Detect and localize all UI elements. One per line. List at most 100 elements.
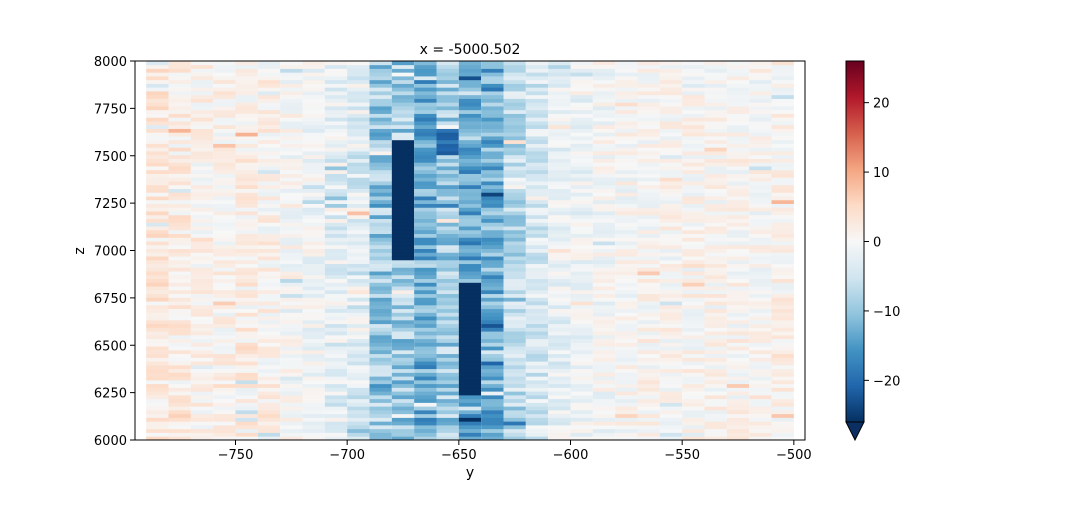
- heatmap-cell: [726, 203, 750, 208]
- heatmap-cell: [391, 68, 415, 73]
- heatmap-cell: [726, 214, 750, 220]
- heatmap-cell: [615, 139, 638, 144]
- heatmap-cell: [592, 357, 616, 362]
- heatmap-cell: [637, 124, 660, 129]
- heatmap-cell: [369, 406, 392, 411]
- heatmap-cell: [436, 436, 459, 441]
- heatmap-cell: [615, 274, 638, 280]
- colorbar-tick-label: 20: [873, 97, 890, 112]
- heatmap-cell: [615, 413, 638, 418]
- heatmap-cell: [414, 241, 437, 246]
- heatmap-cell: [257, 338, 281, 343]
- heatmap-cell: [503, 252, 526, 257]
- heatmap-cell: [146, 214, 169, 220]
- heatmap-cell: [235, 394, 258, 400]
- heatmap-cell: [168, 147, 191, 152]
- heatmap-cell: [525, 372, 549, 377]
- heatmap-cell: [324, 147, 348, 152]
- heatmap-cell: [749, 383, 772, 388]
- heatmap-cell: [347, 94, 370, 99]
- heatmap-cell: [659, 248, 683, 253]
- heatmap-cell: [592, 229, 616, 235]
- heatmap-cell: [280, 136, 303, 141]
- heatmap-cell: [324, 357, 348, 362]
- heatmap-cell: [414, 297, 437, 302]
- heatmap-cell: [525, 346, 549, 351]
- heatmap-cell: [280, 106, 303, 111]
- heatmap-cell: [436, 154, 459, 159]
- heatmap-cell: [637, 188, 660, 193]
- heatmap-cell: [213, 237, 236, 242]
- heatmap-cell: [280, 379, 303, 385]
- heatmap-cell: [213, 147, 236, 152]
- heatmap-cell: [458, 98, 482, 103]
- heatmap-cell: [704, 331, 727, 336]
- heatmap-cell: [592, 424, 616, 430]
- heatmap-cell: [726, 139, 750, 144]
- heatmap-cell: [637, 136, 660, 141]
- heatmap-cell: [324, 312, 348, 317]
- heatmap-cell: [347, 406, 370, 411]
- heatmap-cell: [458, 323, 482, 328]
- heatmap-cell: [749, 267, 772, 272]
- heatmap-cell: [637, 334, 660, 340]
- heatmap-cell: [615, 304, 638, 310]
- heatmap-cell: [213, 421, 236, 426]
- heatmap-cell: [324, 379, 348, 385]
- heatmap-cell: [414, 432, 437, 437]
- heatmap-cell: [235, 143, 258, 148]
- heatmap-cell: [436, 79, 459, 84]
- heatmap-cell: [458, 342, 482, 347]
- heatmap-cell: [548, 293, 571, 298]
- heatmap-cell: [257, 334, 281, 340]
- heatmap-cell: [458, 353, 482, 358]
- heatmap-cell: [704, 211, 727, 216]
- heatmap-cell: [615, 278, 638, 283]
- heatmap-cell: [414, 402, 437, 407]
- heatmap-cell: [280, 229, 303, 235]
- heatmap-cell: [503, 79, 526, 84]
- heatmap-cell: [168, 402, 191, 407]
- heatmap-cell: [481, 106, 504, 111]
- heatmap-cell: [168, 387, 191, 392]
- heatmap-cell: [257, 181, 281, 186]
- heatmap-cell: [235, 87, 258, 92]
- heatmap-cell: [481, 256, 504, 261]
- heatmap-cell: [771, 252, 794, 257]
- heatmap-cell: [458, 132, 482, 137]
- heatmap-cell: [414, 83, 437, 88]
- heatmap-cell: [280, 316, 303, 321]
- heatmap-cell: [548, 136, 571, 141]
- heatmap-cell: [525, 286, 549, 291]
- heatmap-cell: [525, 188, 549, 193]
- heatmap-cell: [659, 286, 683, 291]
- heatmap-cell: [391, 338, 415, 343]
- heatmap-cell: [235, 278, 258, 283]
- heatmap-cell: [369, 413, 392, 418]
- heatmap-cell: [369, 196, 392, 201]
- heatmap-cell: [570, 413, 593, 418]
- x-axis-ticks: −750 −700 −650 −600 −550 −500: [218, 440, 812, 463]
- heatmap-cell: [146, 259, 169, 265]
- heatmap-cell: [347, 267, 370, 272]
- heatmap-cell: [570, 402, 593, 407]
- heatmap-cell: [190, 316, 214, 321]
- heatmap-cell: [414, 147, 437, 152]
- heatmap-cell: [414, 121, 437, 126]
- heatmap-cell: [548, 229, 571, 235]
- heatmap-cell: [458, 203, 482, 208]
- heatmap-cell: [235, 173, 258, 178]
- heatmap-cell: [659, 391, 683, 396]
- heatmap-cell: [570, 398, 593, 403]
- heatmap-cell: [615, 361, 638, 366]
- heatmap-cell: [704, 79, 727, 84]
- heatmap-cell: [481, 241, 504, 246]
- heatmap-cell: [324, 166, 348, 171]
- heatmap-cell: [592, 394, 616, 400]
- heatmap-cell: [749, 361, 772, 366]
- heatmap-cell: [592, 316, 616, 321]
- heatmap-cell: [257, 124, 281, 129]
- heatmap-cell: [257, 128, 281, 133]
- heatmap-cell: [615, 297, 638, 302]
- heatmap-cell: [503, 196, 526, 201]
